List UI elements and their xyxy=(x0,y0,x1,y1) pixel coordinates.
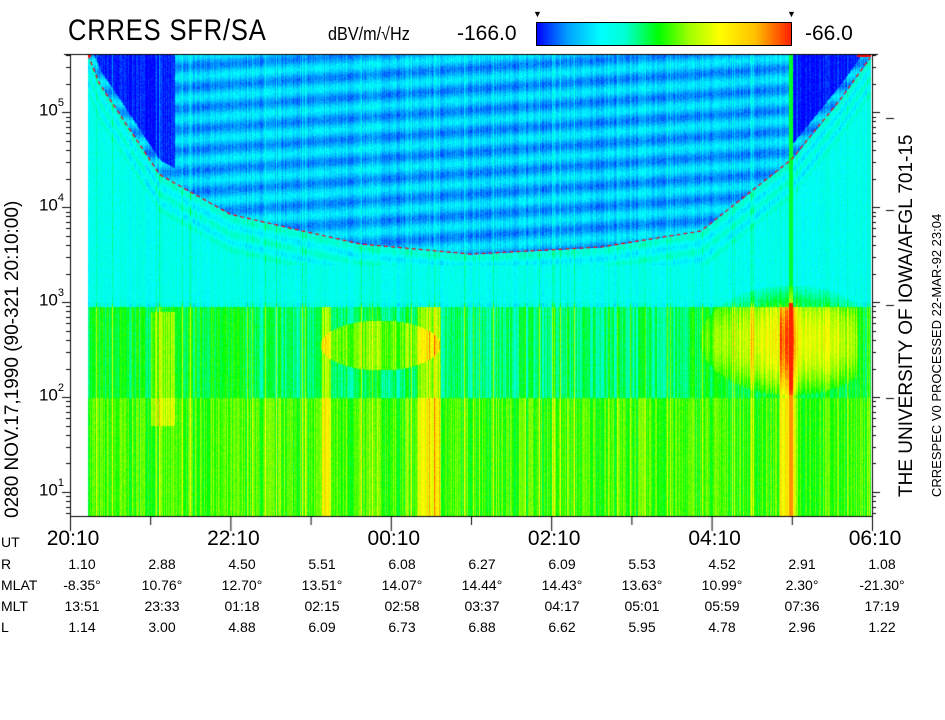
ephemeris-cell: 10.76° xyxy=(141,577,183,593)
colorbar-max-marker-icon: ▼ xyxy=(787,9,796,19)
ephemeris-cell: 4.78 xyxy=(708,619,736,635)
ephemeris-row-mlt: MLT 13:51 23:33 01:18 02:15 02:58 03:37 04:17 05… xyxy=(0,598,945,618)
ephemeris-cell: 4.88 xyxy=(228,619,256,635)
ut-label: UT xyxy=(1,534,20,550)
chart-title: CRRES SFR/SA xyxy=(68,14,267,47)
ephemeris-cell: 2.88 xyxy=(148,556,176,572)
ephemeris-cell: 02:58 xyxy=(384,598,420,614)
ephemeris-row-r: R 1.10 2.88 4.50 5.51 6.08 6.27 6.09 5.53 4.52 2.9… xyxy=(0,556,945,576)
ephemeris-cell: 13:51 xyxy=(64,598,100,614)
x-tick-label: 22:10 xyxy=(207,527,260,550)
ephemeris-row-l: L 1.14 3.00 4.88 6.09 6.73 6.88 6.62 5.95 4.78 2.9… xyxy=(0,619,945,639)
orbit-date-label: 0280 NOV.17,1990 (90-321 20:10:00) xyxy=(2,200,23,518)
ephemeris-cell: 14.44° xyxy=(461,577,503,593)
ephemeris-cell: 6.27 xyxy=(468,556,496,572)
ephemeris-cell: 12.70° xyxy=(221,577,263,593)
y-tick-label: 105 xyxy=(38,97,64,120)
ephemeris-cell: 05:59 xyxy=(704,598,740,614)
ephemeris-cell: 4.50 xyxy=(228,556,256,572)
ephemeris-cell: 6.09 xyxy=(308,619,336,635)
ephemeris-row-mlat: MLAT -8.35° 10.76° 12.70° 13.51° 14.07° 14.44°… xyxy=(0,577,945,597)
ephemeris-cell: 13.51° xyxy=(301,577,343,593)
ephemeris-cell: 04:17 xyxy=(544,598,580,614)
row-label: MLAT xyxy=(1,577,38,593)
ephemeris-cell: 1.10 xyxy=(68,556,96,572)
ephemeris-cell: 1.08 xyxy=(868,556,896,572)
ephemeris-cell: 6.88 xyxy=(468,619,496,635)
ephemeris-cell: 6.09 xyxy=(548,556,576,572)
y-tick-label: 101 xyxy=(38,477,64,500)
ephemeris-cell: 4.52 xyxy=(708,556,736,572)
ephemeris-cell: 5.51 xyxy=(308,556,336,572)
x-tick-label: 04:10 xyxy=(688,527,741,550)
ephemeris-cell: 05:01 xyxy=(624,598,660,614)
ephemeris-cell: 1.14 xyxy=(68,619,96,635)
colorbar-units: dBV/m/√Hz xyxy=(328,24,410,44)
ephemeris-cell: 01:18 xyxy=(224,598,260,614)
row-label: L xyxy=(1,619,9,635)
ephemeris-cell: 2.30° xyxy=(785,577,819,593)
ephemeris-cell: 07:36 xyxy=(784,598,820,614)
ephemeris-cell: 14.43° xyxy=(541,577,583,593)
processing-label: CRRESPEC V0 PROCESSED 22-MAR-92 23:04 xyxy=(929,213,944,497)
colorbar xyxy=(536,22,792,46)
ephemeris-cell: 13.63° xyxy=(621,577,663,593)
ephemeris-cell: 5.53 xyxy=(628,556,656,572)
x-tick-label: 20:10 xyxy=(46,527,100,550)
colorbar-min-marker-icon: ▼ xyxy=(533,9,542,19)
ephemeris-cell: 6.73 xyxy=(388,619,416,635)
x-tick-label: 00:10 xyxy=(367,527,421,550)
ephemeris-cell: 02:15 xyxy=(304,598,340,614)
row-label: R xyxy=(1,556,12,572)
ephemeris-cell: 2.96 xyxy=(788,619,816,635)
x-tick-label: 02:10 xyxy=(527,527,581,550)
ephemeris-cell: 6.08 xyxy=(388,556,416,572)
y-tick-label: 102 xyxy=(38,382,64,405)
ephemeris-cell: -8.35° xyxy=(63,577,101,593)
ephemeris-cell: 1.22 xyxy=(868,619,896,635)
ephemeris-cell: 3.00 xyxy=(148,619,176,635)
ephemeris-cell: 6.62 xyxy=(548,619,576,635)
colorbar-max: -66.0 xyxy=(805,22,853,45)
spectrogram-plot xyxy=(0,50,945,720)
ephemeris-cell: 2.91 xyxy=(788,556,816,572)
ephemeris-cell: 03:37 xyxy=(464,598,500,614)
colorbar-min: -166.0 xyxy=(457,22,517,45)
x-tick-label: 06:10 xyxy=(848,527,902,550)
ephemeris-cell: 17:19 xyxy=(864,598,900,614)
institution-label: THE UNIVERSITY OF IOWA/AFGL 701-15 xyxy=(896,134,917,498)
ephemeris-cell: 23:33 xyxy=(144,598,180,614)
y-tick-label: 103 xyxy=(38,287,64,310)
ephemeris-cell: -21.30° xyxy=(859,577,905,593)
ephemeris-cell: 5.95 xyxy=(628,619,656,635)
y-tick-label: 104 xyxy=(38,192,64,215)
ephemeris-cell: 14.07° xyxy=(381,577,423,593)
ephemeris-cell: 10.99° xyxy=(701,577,743,593)
row-label: MLT xyxy=(1,598,28,614)
